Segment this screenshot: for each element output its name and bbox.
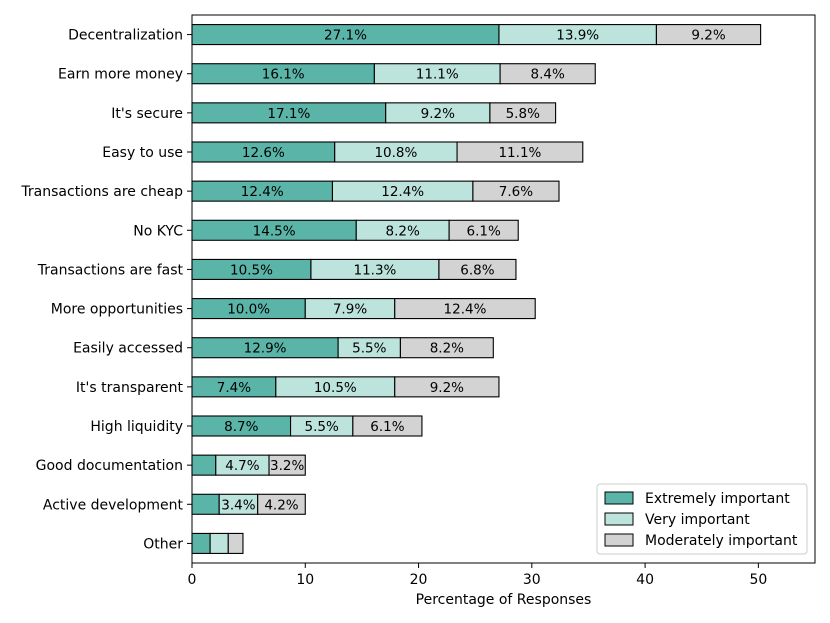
- bar-value-label: 8.4%: [531, 67, 565, 83]
- bar-value-label: 10.0%: [227, 302, 270, 318]
- bar-value-label: 12.4%: [444, 302, 487, 318]
- bar-value-label: 10.5%: [314, 380, 357, 396]
- bar-other-extremely-important: [191, 532, 211, 554]
- bar-value-label: 14.5%: [253, 223, 296, 239]
- bar-decentralization-moderately-important: [655, 24, 762, 46]
- y-tick-label-good-documentation: Good documentation: [36, 458, 183, 474]
- y-tick-label-decentralization: Decentralization: [68, 28, 183, 44]
- bar-value-label: 11.1%: [498, 145, 541, 161]
- x-tick-label: 30: [523, 572, 541, 588]
- bar-more-opportunities-moderately-important: [394, 298, 536, 320]
- bar-value-label: 5.5%: [305, 419, 339, 435]
- legend: Extremely important Very important Moderat…: [596, 483, 808, 555]
- x-axis: 0 10 20 30 40 50: [188, 563, 767, 588]
- bar-value-label: 5.8%: [506, 106, 540, 122]
- legend-label-moderately-important: Moderately important: [645, 533, 798, 549]
- bar-value-label: 7.6%: [499, 184, 533, 200]
- bar-value-label: 12.4%: [381, 184, 424, 200]
- bar-value-label: 8.2%: [386, 223, 420, 239]
- bar-value-label: 11.3%: [353, 262, 396, 278]
- y-tick-label-high-liquidity: High liquidity: [90, 419, 183, 435]
- bar-good-documentation-extremely-important: [191, 454, 217, 476]
- y-tick-label-transactions-are-cheap: Transactions are cheap: [20, 184, 183, 200]
- bar-other-moderately-important: [227, 532, 244, 554]
- bar-value-label: 13.9%: [556, 28, 599, 44]
- legend-label-extremely-important: Extremely important: [645, 491, 790, 507]
- bar-value-label: 27.1%: [324, 28, 367, 44]
- y-tick-label-easy-to-use: Easy to use: [102, 145, 183, 161]
- legend-swatch-moderately-important: [604, 533, 634, 547]
- bar-value-label: 6.8%: [460, 262, 494, 278]
- legend-swatch-extremely-important: [604, 491, 634, 505]
- bar-other-very-important: [209, 532, 229, 554]
- bar-it-s-secure-moderately-important: [489, 102, 557, 124]
- bars-layer: [191, 24, 762, 554]
- y-tick-label-active-development: Active development: [43, 497, 184, 513]
- bar-easy-to-use-moderately-important: [456, 141, 584, 163]
- bar-good-documentation-moderately-important: [268, 454, 306, 476]
- bar-value-label: 12.6%: [242, 145, 285, 161]
- bar-value-label: 11.1%: [416, 67, 459, 83]
- bar-value-label: 16.1%: [262, 67, 305, 83]
- bar-labels-layer: 27.1% 13.9% 9.2% 16.1% 11.1% 8.4% 17.1% 9.2% 5.8…: [217, 28, 726, 514]
- bar-value-label: 10.5%: [230, 262, 273, 278]
- y-tick-label-it-s-transparent: It's transparent: [76, 380, 184, 396]
- bar-value-label: 7.9%: [333, 302, 367, 318]
- x-tick-label: 10: [296, 572, 314, 588]
- y-tick-label-more-opportunities: More opportunities: [51, 302, 183, 318]
- bar-value-label: 3.4%: [221, 497, 255, 513]
- y-tick-label-it-s-secure: It's secure: [111, 106, 183, 122]
- bar-value-label: 5.5%: [352, 341, 386, 357]
- bar-high-liquidity-moderately-important: [352, 415, 423, 437]
- bar-value-label: 9.2%: [430, 380, 464, 396]
- y-tick-label-earn-more-money: Earn more money: [58, 67, 183, 83]
- x-tick-label: 50: [749, 572, 767, 588]
- x-tick-label: 0: [188, 572, 197, 588]
- y-tick-label-transactions-are-fast: Transactions are fast: [37, 262, 184, 278]
- bar-value-label: 9.2%: [691, 28, 725, 44]
- bar-easily-accessed-moderately-important: [399, 337, 494, 359]
- bar-value-label: 7.4%: [217, 380, 251, 396]
- bar-value-label: 8.7%: [224, 419, 258, 435]
- bar-value-label: 12.9%: [244, 341, 287, 357]
- legend-box: [596, 483, 808, 555]
- y-tick-label-other: Other: [143, 536, 183, 552]
- bar-value-label: 12.4%: [241, 184, 284, 200]
- bar-no-kyc-moderately-important: [448, 219, 519, 241]
- bar-active-development-extremely-important: [191, 493, 220, 515]
- bar-value-label: 17.1%: [267, 106, 310, 122]
- bar-earn-more-money-moderately-important: [499, 63, 596, 85]
- x-tick-label: 20: [410, 572, 428, 588]
- bar-transactions-are-fast-moderately-important: [438, 258, 517, 280]
- legend-label-very-important: Very important: [645, 512, 750, 528]
- bar-value-label: 6.1%: [370, 419, 404, 435]
- legend-swatch-very-important: [604, 512, 634, 526]
- bar-value-label: 8.2%: [430, 341, 464, 357]
- bar-active-development-moderately-important: [257, 493, 306, 515]
- bar-value-label: 10.8%: [374, 145, 417, 161]
- x-tick-label: 40: [636, 572, 654, 588]
- x-axis-title: Percentage of Responses: [416, 592, 592, 608]
- bar-value-label: 6.1%: [467, 223, 501, 239]
- y-axis: Decentralization Earn more money It's secu…: [20, 28, 192, 552]
- bar-it-s-transparent-moderately-important: [394, 376, 500, 398]
- y-tick-label-no-kyc: No KYC: [133, 223, 183, 239]
- bar-value-label: 9.2%: [421, 106, 455, 122]
- bar-value-label: 4.7%: [225, 458, 259, 474]
- bar-value-label: 4.2%: [264, 497, 298, 513]
- bar-transactions-are-cheap-moderately-important: [472, 180, 560, 202]
- bar-value-label: 3.2%: [270, 458, 304, 474]
- plot-frame: [191, 14, 816, 564]
- y-tick-label-easily-accessed: Easily accessed: [73, 341, 183, 357]
